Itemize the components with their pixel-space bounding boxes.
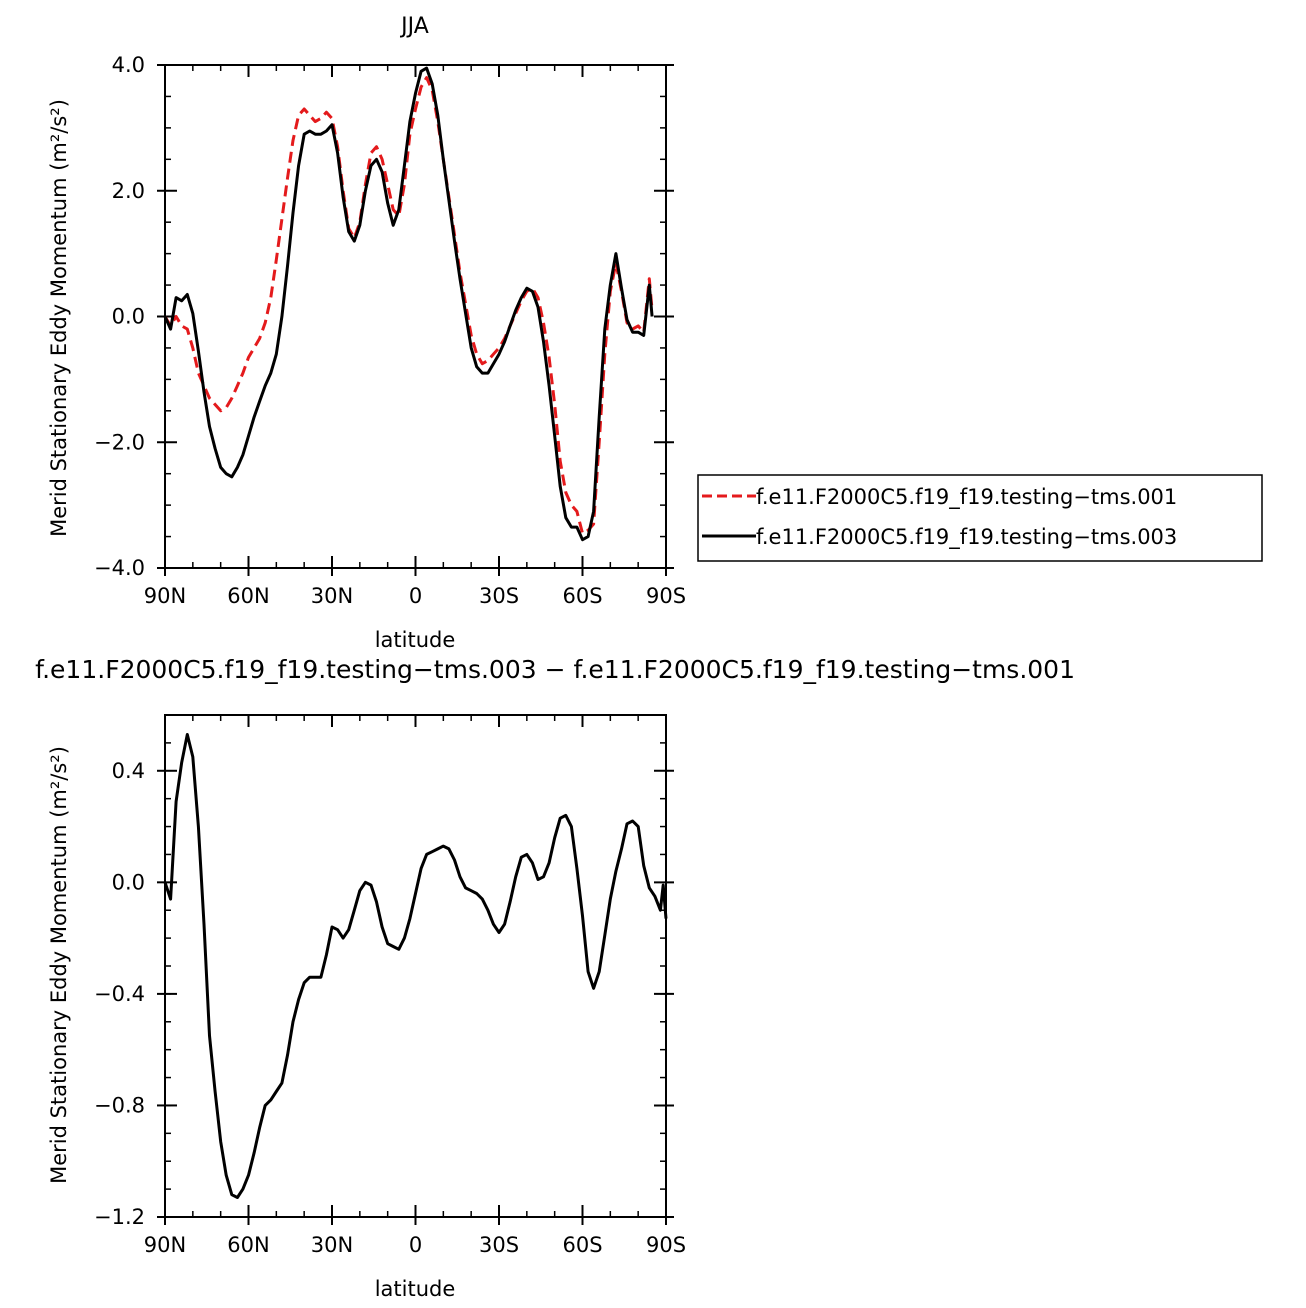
bottom-plot-frame	[164, 714, 667, 1218]
top-legend: f.e11.F2000C5.f19_f19.testing−tms.001 f.…	[697, 474, 1263, 562]
bottom-y-axis-label: Merid Stationary Eddy Momentum (m²/s²)	[47, 746, 71, 1184]
top-series-line-1	[163, 76, 654, 535]
top-x-tick-label: 60N	[227, 584, 269, 608]
legend-label-series-2: f.e11.F2000C5.f19_f19.testing−tms.003	[756, 525, 1177, 550]
bottom-y-tick-label: 0.0	[112, 870, 145, 894]
top-x-tick-label: 60S	[562, 584, 602, 608]
top-series-line-2	[163, 66, 654, 542]
bottom-x-axis-label: latitude	[375, 1277, 456, 1301]
bottom-chart-title: f.e11.F2000C5.f19_f19.testing−tms.003 − …	[35, 655, 1075, 684]
top-series-lines	[163, 66, 654, 542]
bottom-x-tick-label: 90N	[144, 1233, 186, 1257]
bottom-x-tick-label: 90S	[646, 1233, 686, 1257]
bottom-x-tick-label: 30S	[479, 1233, 519, 1257]
top-y-tick-label: 0.0	[112, 305, 145, 329]
top-y-tick-label: −4.0	[94, 556, 145, 580]
top-panel: JJA Merid Stationary Eddy Momentum (m²/s…	[47, 14, 1263, 652]
bottom-panel: f.e11.F2000C5.f19_f19.testing−tms.003 − …	[35, 655, 1075, 1301]
top-x-tick-label: 30S	[479, 584, 519, 608]
top-y-tick-label: 4.0	[112, 53, 145, 77]
top-x-tick-label: 90S	[646, 584, 686, 608]
top-x-tick-label: 30N	[311, 584, 353, 608]
bottom-x-tick-label: 60S	[562, 1233, 602, 1257]
legend-box	[697, 474, 1263, 562]
bottom-x-tick-label: 0	[409, 1233, 422, 1257]
bottom-axis-ticks	[157, 714, 674, 1225]
top-x-tick-label: 0	[409, 584, 422, 608]
top-y-axis-label-text: Merid Stationary Eddy Momentum (m²/s²)	[47, 99, 71, 537]
top-x-axis-label: latitude	[375, 628, 456, 652]
bottom-y-axis-label-text: Merid Stationary Eddy Momentum (m²/s²)	[47, 746, 71, 1184]
bottom-y-tick-label: −1.2	[94, 1205, 145, 1229]
bottom-series-line-1	[163, 733, 668, 1199]
top-chart-title: JJA	[399, 14, 429, 39]
bottom-y-tick-label: 0.4	[112, 759, 145, 783]
bottom-y-tick-label: −0.4	[94, 982, 145, 1006]
bottom-tick-labels: 90N 60N 30N 0 30S 60S 90S −1.2 −0.8 −0.4 0.0 0.4	[94, 759, 686, 1257]
top-y-tick-label: −2.0	[94, 430, 145, 454]
bottom-series-lines	[163, 733, 668, 1199]
top-plot-frame	[164, 64, 667, 569]
legend-label-series-1: f.e11.F2000C5.f19_f19.testing−tms.001	[756, 485, 1177, 510]
top-y-axis-label: Merid Stationary Eddy Momentum (m²/s²)	[47, 99, 71, 537]
top-tick-labels: 90N 60N 30N 0 30S 60S 90S −4.0 −2.0 0.0 2.0 4.0	[94, 53, 686, 608]
top-x-tick-label: 90N	[144, 584, 186, 608]
top-y-tick-label: 2.0	[112, 179, 145, 203]
bottom-y-tick-label: −0.8	[94, 1093, 145, 1117]
bottom-x-tick-label: 30N	[311, 1233, 353, 1257]
bottom-x-tick-label: 60N	[227, 1233, 269, 1257]
